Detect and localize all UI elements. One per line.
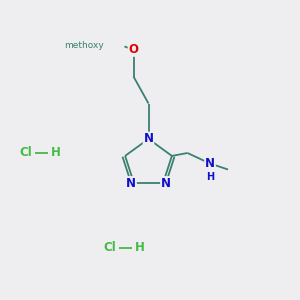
Text: O: O <box>128 43 139 56</box>
Text: N: N <box>143 132 154 146</box>
Text: Cl: Cl <box>103 241 116 254</box>
Text: H: H <box>135 241 144 254</box>
Text: N: N <box>161 177 171 190</box>
Text: N: N <box>205 157 215 170</box>
Text: H: H <box>206 172 214 182</box>
Text: N: N <box>126 177 136 190</box>
Text: H: H <box>51 146 60 160</box>
Text: Cl: Cl <box>19 146 32 160</box>
Text: methoxy: methoxy <box>64 41 104 50</box>
